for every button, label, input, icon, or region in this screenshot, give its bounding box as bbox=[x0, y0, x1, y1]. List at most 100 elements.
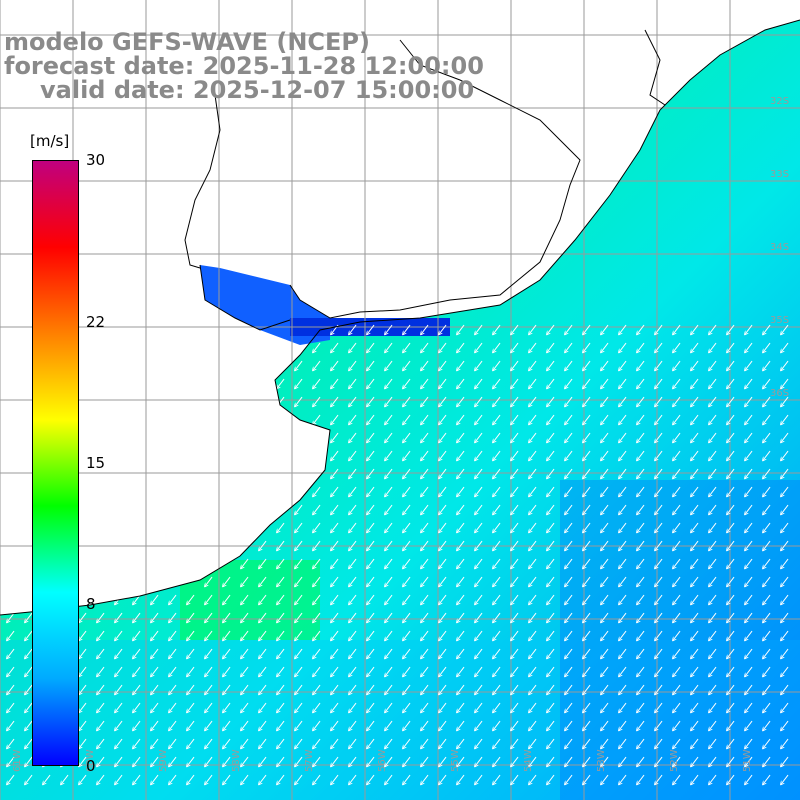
wind-arrow bbox=[511, 648, 519, 658]
wind-arrow bbox=[565, 756, 573, 766]
wind-arrow bbox=[367, 540, 375, 550]
wind-arrow bbox=[763, 666, 771, 676]
wind-arrow bbox=[763, 540, 771, 550]
wind-arrow bbox=[727, 558, 735, 568]
wind-arrow bbox=[727, 612, 735, 622]
wind-arrow bbox=[601, 324, 609, 334]
wind-arrow bbox=[439, 774, 447, 784]
wind-arrow bbox=[511, 738, 519, 748]
wind-arrow bbox=[601, 378, 609, 388]
wind-arrow bbox=[637, 432, 645, 442]
wind-arrow bbox=[223, 720, 231, 730]
wind-arrow bbox=[709, 738, 717, 748]
wind-arrow bbox=[421, 486, 429, 496]
wind-arrow bbox=[403, 576, 411, 586]
wind-arrow bbox=[529, 414, 537, 424]
wind-arrow bbox=[349, 702, 357, 712]
wind-arrow bbox=[745, 756, 753, 766]
wind-arrow bbox=[349, 468, 357, 478]
wind-arrow bbox=[313, 612, 321, 622]
wind-arrow bbox=[691, 468, 699, 478]
wind-arrow bbox=[259, 558, 267, 568]
wind-arrow bbox=[511, 666, 519, 676]
wind-arrow bbox=[259, 666, 267, 676]
wind-arrow bbox=[565, 378, 573, 388]
wind-arrow bbox=[457, 324, 465, 334]
wind-arrow bbox=[583, 522, 591, 532]
wind-arrow bbox=[781, 360, 789, 370]
wind-arrow bbox=[313, 378, 321, 388]
wind-arrow bbox=[673, 702, 681, 712]
wind-arrow bbox=[709, 684, 717, 694]
wind-arrow bbox=[655, 756, 663, 766]
wind-arrow bbox=[475, 702, 483, 712]
wind-arrow bbox=[709, 378, 717, 388]
wind-arrow bbox=[601, 738, 609, 748]
wind-arrow bbox=[673, 324, 681, 334]
wind-arrow bbox=[565, 738, 573, 748]
wind-arrow bbox=[223, 576, 231, 586]
wind-arrow bbox=[529, 774, 537, 784]
wind-arrow bbox=[619, 378, 627, 388]
wind-arrow bbox=[241, 720, 249, 730]
wind-arrow bbox=[583, 666, 591, 676]
wind-arrow bbox=[223, 702, 231, 712]
wind-arrow bbox=[565, 360, 573, 370]
wind-arrow bbox=[151, 738, 159, 748]
wind-arrow bbox=[25, 630, 33, 640]
wind-arrow bbox=[349, 576, 357, 586]
wind-arrow bbox=[547, 378, 555, 388]
wind-arrow bbox=[331, 594, 339, 604]
wind-arrow bbox=[655, 342, 663, 352]
wind-arrow bbox=[619, 468, 627, 478]
wind-arrow bbox=[511, 396, 519, 406]
wind-arrow bbox=[673, 738, 681, 748]
wind-arrow bbox=[475, 666, 483, 676]
wind-arrow bbox=[475, 612, 483, 622]
wind-arrow bbox=[709, 486, 717, 496]
wind-arrow bbox=[349, 342, 357, 352]
wind-arrow bbox=[637, 504, 645, 514]
wind-arrow bbox=[349, 522, 357, 532]
wind-arrow bbox=[313, 666, 321, 676]
wind-arrow bbox=[709, 630, 717, 640]
wind-arrow bbox=[547, 486, 555, 496]
wind-arrow bbox=[529, 684, 537, 694]
wind-arrow bbox=[529, 378, 537, 388]
wind-arrow bbox=[151, 666, 159, 676]
wind-arrow bbox=[709, 594, 717, 604]
wind-arrow bbox=[475, 576, 483, 586]
wind-arrow bbox=[745, 522, 753, 532]
wind-arrow bbox=[547, 396, 555, 406]
wind-arrow bbox=[331, 774, 339, 784]
wind-arrow bbox=[781, 648, 789, 658]
wind-arrow bbox=[619, 720, 627, 730]
wind-arrow bbox=[583, 774, 591, 784]
wind-arrow bbox=[205, 612, 213, 622]
wind-arrow bbox=[331, 468, 339, 478]
wind-arrow bbox=[313, 360, 321, 370]
wind-arrow bbox=[529, 720, 537, 730]
wind-arrow bbox=[7, 684, 15, 694]
wind-arrow bbox=[7, 720, 15, 730]
wind-arrow bbox=[457, 486, 465, 496]
wind-arrow bbox=[565, 504, 573, 514]
title-model: modelo GEFS-WAVE (NCEP) bbox=[4, 28, 370, 56]
wind-arrow bbox=[781, 738, 789, 748]
wind-arrow bbox=[331, 684, 339, 694]
wind-arrow bbox=[25, 738, 33, 748]
wind-arrow bbox=[655, 432, 663, 442]
wind-arrow bbox=[421, 360, 429, 370]
wind-arrow bbox=[349, 666, 357, 676]
wind-arrow bbox=[745, 540, 753, 550]
wind-arrow bbox=[493, 648, 501, 658]
wind-arrow bbox=[673, 540, 681, 550]
wind-arrow bbox=[313, 630, 321, 640]
wind-arrow bbox=[673, 666, 681, 676]
wind-arrow bbox=[583, 612, 591, 622]
wind-arrow bbox=[421, 342, 429, 352]
wind-arrow bbox=[367, 666, 375, 676]
wind-arrow bbox=[691, 684, 699, 694]
wind-arrow bbox=[637, 576, 645, 586]
colorbar-tick-0: 0 bbox=[86, 757, 96, 775]
